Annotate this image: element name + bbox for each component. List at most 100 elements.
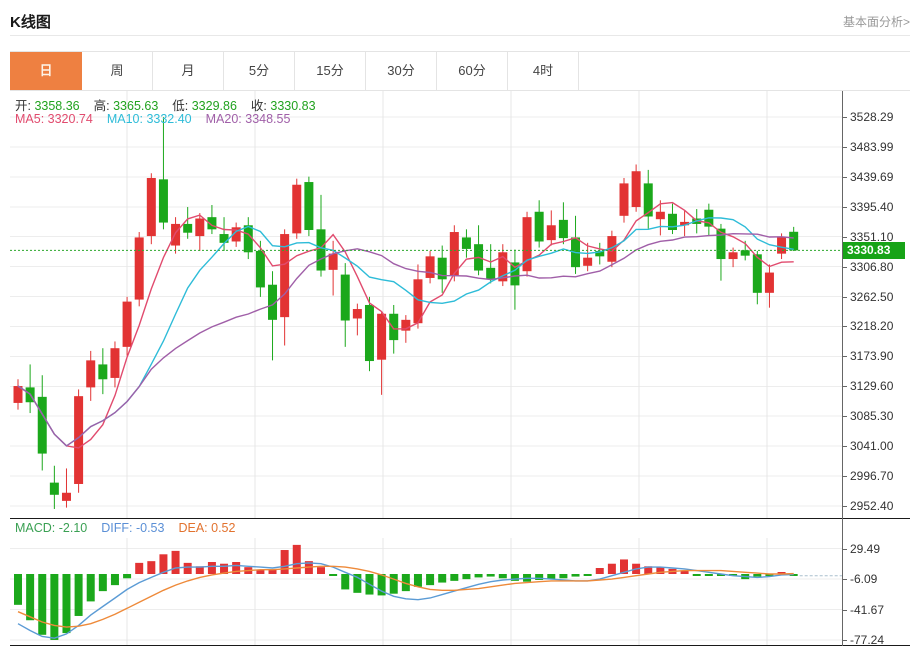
macd-bar xyxy=(716,574,725,576)
axis-tick-label: 3129.60 xyxy=(850,379,894,393)
axis-tick-mark xyxy=(843,549,847,550)
tab-5分[interactable]: 5分 xyxy=(224,52,295,90)
macd-bar xyxy=(280,550,289,574)
tab-月[interactable]: 月 xyxy=(153,52,224,90)
axis-tick-label: 29.49 xyxy=(850,542,881,556)
grid-group xyxy=(10,91,842,518)
axis-tick-label: -77.24 xyxy=(850,633,885,647)
macd-item: DIFF: -0.53 xyxy=(101,521,165,535)
panel-separator-top xyxy=(10,518,910,519)
ohlc-item: 高: 3365.63 xyxy=(93,99,159,113)
candle xyxy=(437,245,447,293)
candle xyxy=(231,222,241,247)
candle xyxy=(195,213,205,251)
candle xyxy=(61,468,71,508)
macd-bar xyxy=(232,562,241,574)
y-axis: 3528.29 3483.99 3439.69 3395.40 3351.10 3306.… xyxy=(842,91,910,647)
ohlc-legend: 开: 3358.36 高: 3365.63 低: 3329.86 收: 3330.83 xyxy=(15,95,330,114)
axis-tick-mark xyxy=(843,446,847,447)
macd-bar xyxy=(62,574,71,634)
candle xyxy=(98,348,108,395)
axis-tick-label: 3262.50 xyxy=(850,290,894,304)
axis-tick-mark xyxy=(843,267,847,268)
candle xyxy=(595,242,605,265)
macd-bar xyxy=(450,574,459,581)
ma-legend: MA5: 3320.74 MA10: 3332.40 MA20: 3348.55 xyxy=(15,112,304,126)
axis-tick-label: 3173.90 xyxy=(850,349,894,363)
candle xyxy=(13,379,23,410)
tab-15分[interactable]: 15分 xyxy=(295,52,366,90)
macd-chart-plot[interactable] xyxy=(10,538,842,646)
macd-bar xyxy=(110,574,119,586)
tab-日[interactable]: 日 xyxy=(10,52,82,90)
macd-bar xyxy=(656,567,665,574)
candle xyxy=(364,296,374,372)
axis-tick-label: 3306.80 xyxy=(850,260,894,274)
dea-line xyxy=(17,565,794,628)
macd-bar xyxy=(207,562,216,574)
axis-tick-mark xyxy=(843,579,847,580)
candle xyxy=(680,210,690,237)
candle xyxy=(534,200,544,248)
candle xyxy=(728,247,738,268)
candle xyxy=(667,203,677,235)
ma-item: MA20: 3348.55 xyxy=(205,112,291,126)
candle xyxy=(74,389,84,493)
macd-bar xyxy=(535,574,544,580)
axis-tick-label: 3351.10 xyxy=(850,230,894,244)
macd-bar xyxy=(268,569,277,574)
macd-bar xyxy=(583,574,592,576)
macd-bar xyxy=(317,567,325,574)
page-title: K线图 xyxy=(10,13,51,31)
candle xyxy=(704,203,714,237)
candle xyxy=(546,210,556,246)
tab-60分[interactable]: 60分 xyxy=(437,52,508,90)
axis-tick-mark xyxy=(843,640,847,641)
candle xyxy=(219,217,229,251)
tab-周[interactable]: 周 xyxy=(82,52,153,90)
candle xyxy=(171,217,181,254)
macd-bar xyxy=(74,574,83,616)
tab-30分[interactable]: 30分 xyxy=(366,52,437,90)
candle xyxy=(655,200,665,236)
tab-4时[interactable]: 4时 xyxy=(508,52,579,90)
macd-bar xyxy=(159,554,168,574)
candle xyxy=(764,264,774,308)
macd-bar xyxy=(547,574,556,580)
macd-bar xyxy=(341,574,350,590)
candle xyxy=(352,303,362,336)
macd-bar xyxy=(171,550,180,574)
candle xyxy=(558,202,568,245)
axis-tick-label: 2952.40 xyxy=(850,499,894,513)
macd-bar xyxy=(486,574,495,577)
axis-tick-mark xyxy=(843,506,847,507)
ma-item: MA10: 3332.40 xyxy=(106,112,192,126)
macd-bar xyxy=(98,574,107,592)
axis-tick-mark xyxy=(843,386,847,387)
axis-tick-mark xyxy=(843,416,847,417)
candle xyxy=(207,205,217,235)
macd-bar xyxy=(401,574,410,592)
axis-tick-mark xyxy=(843,476,847,477)
candle xyxy=(255,240,265,297)
axis-tick-label: 3528.29 xyxy=(850,110,894,124)
candle xyxy=(752,250,762,305)
macd-bar xyxy=(692,574,701,576)
macd-bar xyxy=(256,569,265,574)
candle xyxy=(449,225,459,282)
macd-bar xyxy=(183,562,192,574)
candles-group xyxy=(13,117,799,509)
macd-bar xyxy=(389,574,398,594)
candle xyxy=(316,194,326,277)
axis-tick-label: 3395.40 xyxy=(850,200,894,214)
price-chart-plot[interactable] xyxy=(10,91,842,518)
axis-tick-mark xyxy=(843,207,847,208)
axis-tick-mark xyxy=(843,117,847,118)
macd-bar xyxy=(220,563,229,574)
axis-tick-label: 3041.00 xyxy=(850,439,894,453)
fundamental-analysis-link[interactable]: 基本面分析> xyxy=(842,14,910,29)
candle xyxy=(158,117,168,230)
ohlc-item: 收: 3330.83 xyxy=(250,99,316,113)
current-price-tag: 3330.83 xyxy=(843,242,905,259)
macd-bar xyxy=(38,574,47,635)
